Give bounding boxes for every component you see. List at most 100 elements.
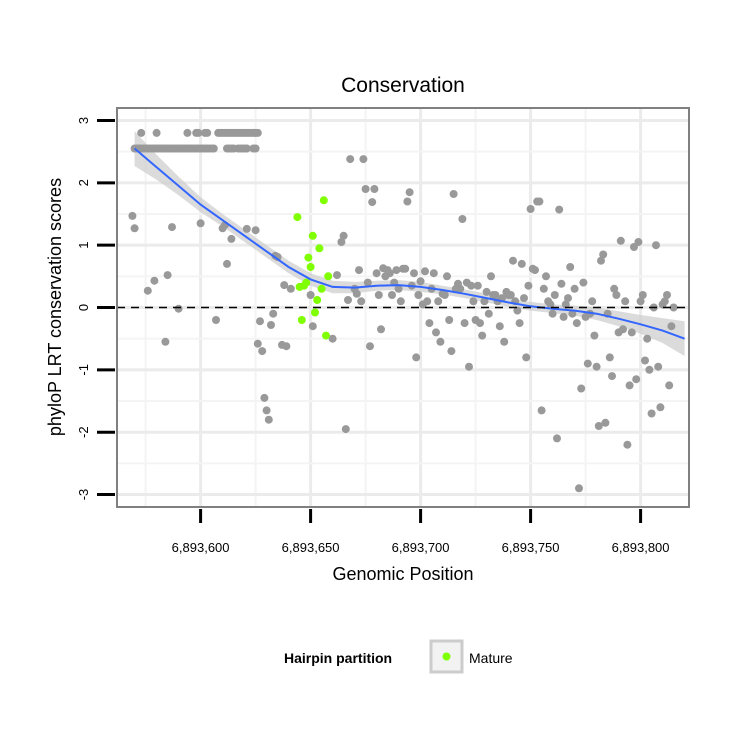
data-point [597, 256, 605, 265]
data-point [168, 223, 176, 232]
data-point [570, 284, 579, 293]
mature-data-point [302, 278, 311, 287]
data-point [370, 185, 379, 193]
data-point [440, 291, 449, 299]
data-point [601, 418, 610, 427]
plot-border [116, 107, 690, 508]
data-point [394, 284, 403, 293]
data-point [550, 291, 559, 299]
data-point [610, 284, 619, 293]
data-point [480, 297, 489, 306]
y-axis: -3 -2 -1 0 1 2 3 [76, 117, 115, 500]
data-point [667, 322, 676, 331]
data-point [517, 259, 526, 268]
data-point [557, 279, 566, 288]
smooth-line-group [133, 147, 685, 340]
data-point [616, 236, 625, 245]
y-tick-label: 1 [76, 242, 91, 249]
data-point [423, 297, 432, 306]
data-point [328, 334, 337, 343]
y-tick-label: -1 [76, 364, 91, 376]
data-point [669, 303, 678, 312]
data-point [258, 347, 267, 356]
data-point [654, 362, 663, 371]
data-point [396, 297, 405, 306]
data-point [539, 284, 548, 293]
data-point [621, 297, 630, 306]
data-point [458, 215, 467, 223]
data-point [355, 266, 363, 275]
data-point [359, 155, 368, 164]
data-point [537, 406, 546, 415]
data-point [150, 276, 159, 285]
data-point [522, 353, 531, 362]
data-point [443, 272, 451, 281]
data-point [546, 300, 555, 309]
data-point [209, 144, 218, 153]
data-point [643, 334, 652, 343]
data-point [410, 269, 418, 278]
data-point [227, 234, 236, 243]
mature-data-point [315, 244, 324, 253]
data-point [403, 197, 412, 206]
data-point [282, 342, 291, 351]
data-point [568, 309, 577, 318]
y-tick-label: -2 [76, 426, 91, 438]
legend-key-mature [442, 652, 451, 661]
mature-data-point [317, 284, 326, 293]
data-point [460, 319, 469, 328]
data-point [559, 312, 568, 321]
data-point [377, 325, 385, 334]
data-point [152, 128, 161, 137]
mature-data-point [293, 213, 302, 222]
data-point [339, 231, 348, 240]
y-axis-title: phyloP LRT conservation scores [45, 178, 65, 436]
data-point [256, 317, 264, 326]
data-point [223, 259, 231, 268]
data-point [577, 384, 586, 393]
legend-label-mature: Mature [469, 650, 513, 666]
data-point [363, 278, 372, 287]
data-point [361, 185, 370, 193]
data-point [392, 266, 401, 275]
data-point [183, 128, 192, 137]
data-point [513, 306, 522, 315]
x-tick-label: 6,893,750 [502, 540, 560, 555]
x-tick-label: 6,893,600 [172, 540, 230, 555]
data-point [306, 291, 315, 299]
data-point [663, 291, 671, 299]
data-point [487, 272, 495, 281]
mature-data-point [313, 296, 322, 304]
data-point [432, 328, 440, 337]
data-point [251, 226, 260, 235]
data-point [526, 205, 535, 213]
data-point [212, 316, 220, 324]
data-point [174, 304, 183, 313]
data-point [608, 372, 616, 381]
data-point [425, 319, 434, 328]
data-point [605, 353, 614, 362]
data-point [456, 284, 465, 293]
data-point [286, 284, 295, 293]
data-point [636, 297, 645, 306]
data-point [623, 440, 632, 449]
data-point [194, 128, 203, 137]
data-point [566, 263, 575, 271]
data-point [242, 144, 251, 153]
data-point [531, 266, 539, 275]
mature-data-point [311, 308, 319, 317]
data-point [509, 256, 517, 265]
data-point [308, 322, 317, 331]
data-point [638, 291, 647, 299]
data-point [542, 272, 550, 281]
x-tick-label: 6,893,800 [612, 540, 670, 555]
data-point [357, 297, 366, 306]
data-point [647, 409, 656, 418]
data-point [269, 309, 278, 318]
data-point [372, 269, 381, 278]
mature-data-point [297, 316, 306, 324]
data-point [128, 211, 137, 220]
data-point [625, 381, 634, 390]
data-point [656, 403, 665, 412]
data-point [467, 281, 476, 290]
